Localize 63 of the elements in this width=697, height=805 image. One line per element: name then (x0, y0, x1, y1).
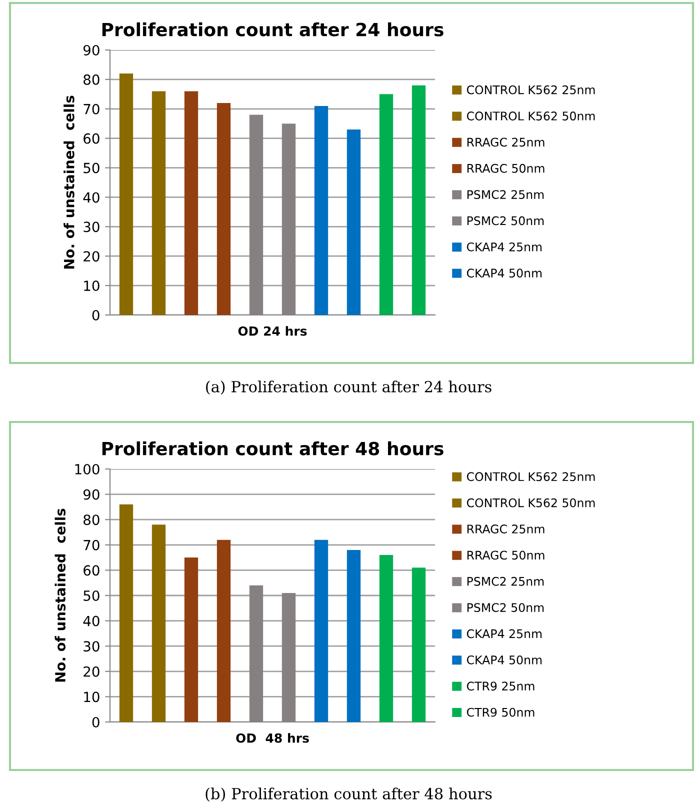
bar (216, 103, 231, 315)
y-axis-title: No. of unstained cells (64, 96, 74, 269)
bar (346, 130, 361, 315)
legend-label: CKAP4 50nm (466, 268, 542, 278)
y-tick-label: 10 (84, 280, 100, 292)
chart-title: Proliferation count after 48 hours (102, 441, 444, 456)
y-tick-label: 90 (83, 489, 100, 500)
text: (a) Proliferation count after 24 hours (206, 380, 492, 395)
text: (b) Proliferation count after 48 hours (206, 788, 492, 802)
bar (379, 94, 394, 315)
y-tick-label: 70 (84, 104, 100, 114)
y-tick-label: 80 (84, 74, 100, 85)
x-tick-label: OD 24 hrs (238, 326, 307, 336)
y-tick-label: 90 (83, 44, 100, 56)
y-tick-label: 30 (84, 641, 100, 652)
bar (119, 504, 134, 722)
bar (346, 550, 361, 722)
legend-label: CKAP4 25nm (466, 242, 542, 252)
legend-label: PSMC2 50nm (467, 216, 544, 226)
legend-label: CKAP4 25nm (466, 629, 542, 638)
y-tick-label: 20 (84, 251, 100, 262)
legend-label: CONTROL K562 50nm (466, 112, 595, 120)
legend-label: CONTROL K562 50nm (466, 498, 595, 508)
legend-label: RRAGC 50nm (467, 164, 544, 173)
bar (379, 555, 394, 722)
x-tick-label: OD 48 hrs (236, 733, 309, 743)
legend-label: CONTROL K562 25nm (466, 472, 595, 482)
legend-label: PSMC2 50nm (467, 603, 544, 612)
y-axis-title: No. of unstained cells (54, 508, 66, 682)
y-tick-label: 100 (75, 464, 100, 474)
bar (314, 106, 328, 315)
legend-label: RRAGC 50nm (467, 550, 544, 560)
legend-label: CONTROL K562 25nm (466, 85, 595, 94)
bar (412, 85, 426, 315)
legend-label: CTR9 50nm (466, 708, 534, 717)
bar (152, 91, 166, 315)
bar (184, 91, 198, 315)
bar (119, 74, 134, 315)
y-tick-label: 80 (84, 514, 100, 526)
y-tick-label: 0 (92, 716, 100, 728)
legend-label: CTR9 25nm (466, 682, 534, 691)
legend-label: CKAP4 50nm (466, 655, 542, 664)
y-tick-label: 10 (84, 692, 100, 702)
y-tick-label: 60 (84, 565, 100, 576)
y-tick-label: 20 (84, 666, 100, 677)
y-tick-label: 50 (84, 590, 100, 601)
bar (184, 558, 198, 722)
y-tick-label: 40 (83, 616, 100, 626)
y-tick-label: 60 (84, 133, 100, 144)
legend-label: PSMC2 25nm (467, 576, 544, 586)
bar (412, 568, 426, 722)
bar (314, 540, 328, 722)
y-tick-label: 50 (84, 162, 100, 174)
y-tick-label: 30 (84, 222, 100, 232)
y-tick-label: 40 (83, 192, 100, 203)
y-tick-label: 0 (92, 310, 100, 320)
chart-title: Proliferation count after 24 hours (102, 22, 444, 36)
legend-label: PSMC2 25nm (467, 190, 544, 200)
bar (216, 540, 231, 722)
y-tick-label: 70 (84, 540, 100, 550)
legend-label: RRAGC 25nm (467, 138, 544, 147)
bar (152, 524, 166, 722)
legend-label: RRAGC 25nm (467, 524, 544, 534)
